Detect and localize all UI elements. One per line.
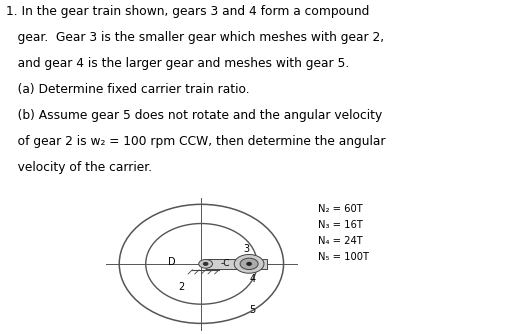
Text: N₅ = 100T: N₅ = 100T xyxy=(318,252,369,262)
Text: and gear 4 is the larger gear and meshes with gear 5.: and gear 4 is the larger gear and meshes… xyxy=(6,57,350,70)
Circle shape xyxy=(247,263,251,265)
Circle shape xyxy=(240,258,258,270)
Circle shape xyxy=(204,263,208,265)
Text: (b) Assume gear 5 does not rotate and the angular velocity: (b) Assume gear 5 does not rotate and th… xyxy=(6,109,383,122)
Text: of gear 2 is w₂ = 100 rpm CCW, then determine the angular: of gear 2 is w₂ = 100 rpm CCW, then dete… xyxy=(6,135,386,148)
Text: velocity of the carrier.: velocity of the carrier. xyxy=(6,161,153,174)
Text: N₄ = 24T: N₄ = 24T xyxy=(318,236,363,246)
Text: N₃ = 16T: N₃ = 16T xyxy=(318,220,363,230)
Text: 5: 5 xyxy=(249,306,255,315)
Text: 1. In the gear train shown, gears 3 and 4 form a compound: 1. In the gear train shown, gears 3 and … xyxy=(6,5,370,18)
Text: (a) Determine fixed carrier train ratio.: (a) Determine fixed carrier train ratio. xyxy=(6,83,250,96)
Text: N₂ = 60T: N₂ = 60T xyxy=(318,204,363,214)
Text: 2: 2 xyxy=(178,282,184,292)
Text: -C: -C xyxy=(220,260,230,268)
Text: D: D xyxy=(169,257,176,267)
Text: gear.  Gear 3 is the smaller gear which meshes with gear 2,: gear. Gear 3 is the smaller gear which m… xyxy=(6,31,384,44)
Circle shape xyxy=(234,255,264,273)
Text: 3: 3 xyxy=(243,244,250,254)
Text: 4: 4 xyxy=(249,274,255,284)
Bar xyxy=(206,259,267,269)
Circle shape xyxy=(199,260,213,268)
